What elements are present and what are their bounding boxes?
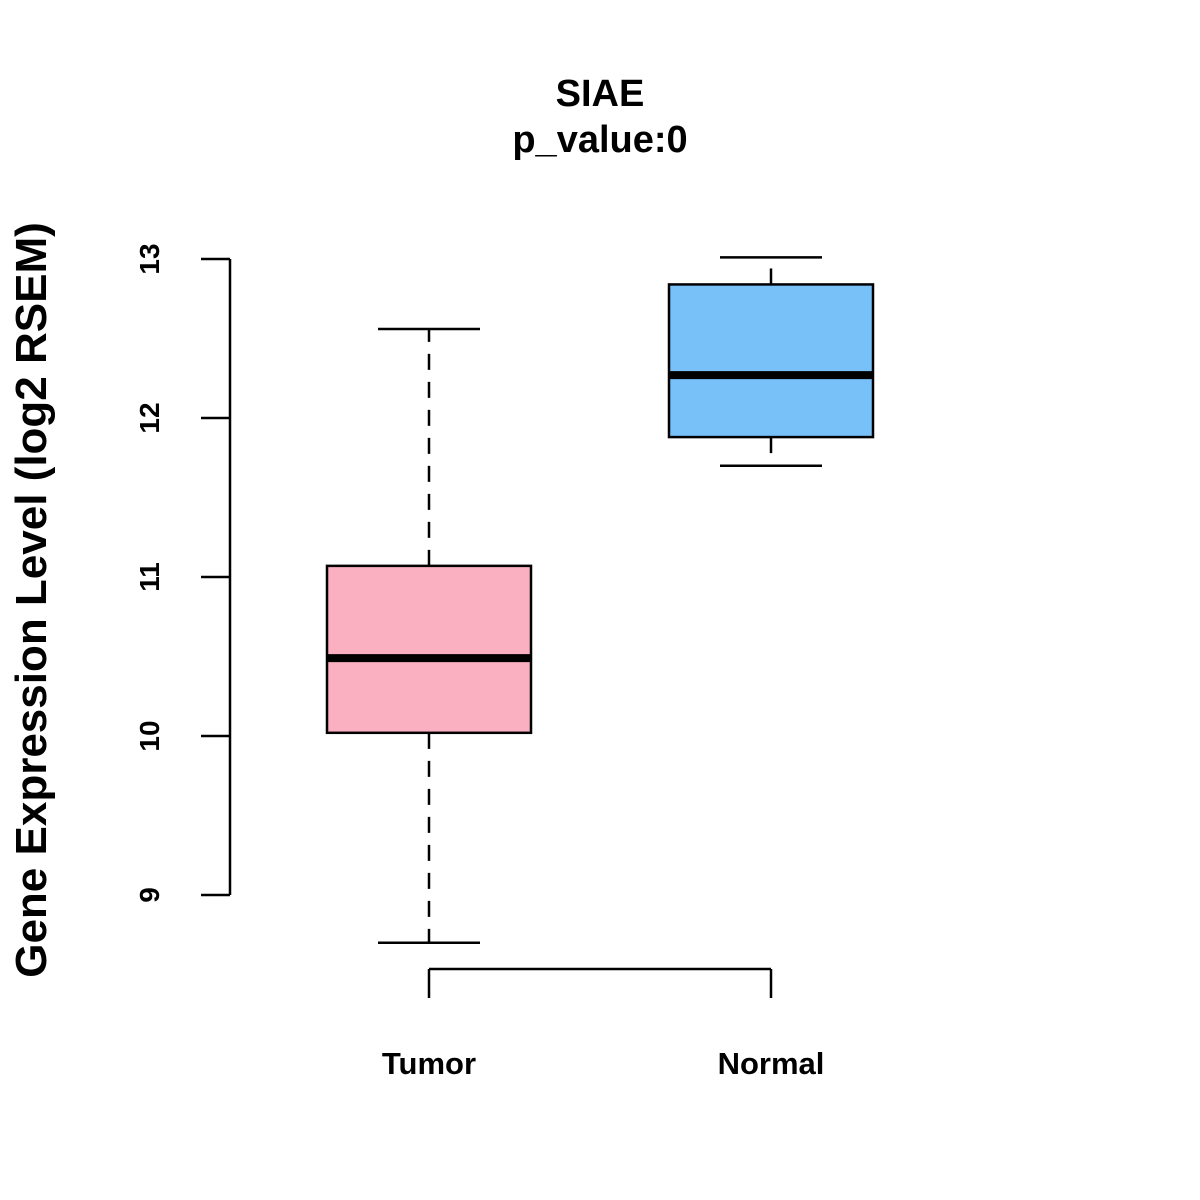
y-axis-label: Gene Expression Level (log2 RSEM) xyxy=(7,222,56,978)
chart-subtitle: p_value:0 xyxy=(512,119,687,161)
y-tick-label: 10 xyxy=(134,720,165,751)
y-tick-label: 9 xyxy=(134,887,165,903)
y-tick-label: 11 xyxy=(134,562,165,592)
x-tick-label: Normal xyxy=(718,1046,825,1081)
y-tick-label: 12 xyxy=(134,402,165,433)
box-normal xyxy=(667,256,875,467)
boxes-group xyxy=(325,256,875,944)
y-axis: 9 10 11 12 13 xyxy=(134,243,232,903)
x-axis: Tumor Normal xyxy=(382,967,825,1081)
iqr-box xyxy=(667,283,875,439)
chart-title: SIAE xyxy=(556,73,645,115)
iqr-box xyxy=(325,564,533,735)
x-tick-label: Tumor xyxy=(382,1046,476,1081)
y-tick-label: 13 xyxy=(134,243,165,274)
box-tumor xyxy=(325,327,533,944)
